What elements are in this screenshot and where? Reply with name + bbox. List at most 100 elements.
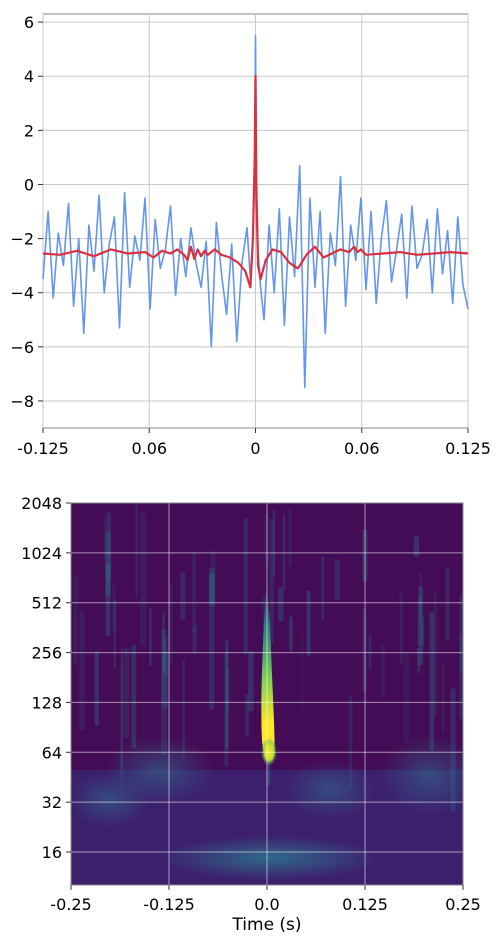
noise-streak [208, 573, 215, 603]
y-tick-label: −8 [10, 392, 34, 411]
noise-streak [123, 647, 130, 739]
noise-streak [161, 669, 164, 710]
noise-streak [459, 594, 463, 719]
gridlines [42, 14, 469, 428]
noise-streak [161, 628, 167, 755]
noise-streak [226, 669, 230, 711]
noise-streak [209, 567, 215, 607]
noise-streak [105, 564, 111, 636]
noise-streak [182, 659, 185, 759]
x-axis: -0.125 0.06 0 0.06 0.125 [17, 428, 491, 458]
noise-streak [210, 549, 216, 605]
x-tick-label: 0.0 [254, 895, 279, 914]
y-tick-label: 1024 [21, 544, 62, 563]
noise-streak [120, 661, 124, 790]
x-tick-label: 0.06 [131, 439, 167, 458]
noise-streak [282, 513, 286, 589]
mid-left-glow [71, 772, 150, 828]
series-group [42, 34, 469, 389]
noise-streak [140, 513, 146, 646]
x-tick-label: 0.06 [344, 439, 380, 458]
y-tick-label: −2 [10, 230, 34, 249]
x-tick-label: -0.25 [50, 895, 91, 914]
noise-streak [416, 647, 421, 674]
x-tick-label: 0.125 [445, 439, 491, 458]
gridlines [70, 502, 464, 885]
y-axis: 2048 1024 512 256 128 64 32 16 [21, 494, 71, 862]
noise-streak [169, 583, 173, 665]
noise-streak [243, 518, 248, 655]
noise-streak [433, 593, 438, 717]
noise-streak [224, 653, 229, 767]
noise-streak [419, 571, 423, 622]
noise-streak [105, 531, 111, 597]
noise-streak [73, 575, 78, 666]
x-tick-label: 0.25 [445, 895, 481, 914]
noise-streak [162, 612, 165, 672]
mid-glow [285, 760, 375, 820]
y-tick-label: 512 [31, 594, 62, 613]
q-transform-spectrogram-panel: 2048 1024 512 256 128 64 32 16 -0.25 -0.125 0.0 0.… [21, 494, 481, 935]
y-tick-label: 6 [24, 13, 34, 32]
noise-streak [163, 637, 168, 677]
noise-streak [421, 616, 425, 647]
noise-streak [459, 634, 463, 674]
noise-streak [288, 507, 292, 567]
noise-streak [321, 556, 324, 620]
noise-streak [112, 584, 116, 631]
y-tick-label: 64 [42, 743, 62, 762]
y-tick-label: 2048 [21, 494, 62, 513]
noise-streak [208, 572, 215, 710]
noise-streak [380, 644, 386, 698]
noise-streak [106, 512, 112, 582]
noise-streak [269, 518, 274, 645]
noise-streak [79, 610, 85, 731]
noise-streak [441, 663, 445, 733]
y-tick-label: 256 [31, 644, 62, 663]
noise-streak [450, 688, 456, 812]
strain-time-series-panel: 6 4 2 0 −2 −4 −6 −8 -0.125 0.06 0 0.06 0.125 [10, 13, 491, 458]
x-axis: -0.25 -0.125 0.0 0.125 0.25 [50, 885, 481, 914]
noise-streak [278, 587, 284, 622]
model-waveform-line [42, 75, 469, 289]
noise-streak [135, 503, 138, 599]
noise-streak [429, 612, 435, 751]
x-axis-label: Time (s) [231, 915, 301, 935]
noise-streak [131, 644, 137, 749]
noise-streak [417, 597, 422, 646]
y-tick-label: 16 [42, 843, 62, 862]
y-tick-label: −4 [10, 284, 34, 303]
noise-streak [192, 626, 197, 654]
noise-streak [289, 616, 293, 652]
right-glow [380, 735, 463, 815]
x-tick-label: -0.125 [17, 439, 69, 458]
noise-streak [180, 572, 186, 620]
noise-streak [192, 551, 197, 635]
y-tick-label: 0 [24, 175, 34, 194]
noise-streak [445, 568, 450, 641]
y-axis: 6 4 2 0 −2 −4 −6 −8 [10, 13, 43, 411]
noise-streak [225, 640, 229, 749]
noise-streak [162, 651, 168, 708]
whitened-strain-line [42, 34, 469, 389]
noise-streak [348, 695, 353, 789]
noise-streak [403, 653, 410, 742]
noise-streak [248, 650, 254, 712]
y-tick-label: 32 [42, 793, 62, 812]
y-tick-label: 128 [31, 693, 62, 712]
noise-streak [418, 586, 424, 666]
x-tick-label: 0.125 [342, 895, 388, 914]
noise-streak [113, 598, 116, 669]
noise-streak [120, 648, 123, 771]
noise-streak [245, 694, 249, 737]
noise-streak [306, 590, 311, 657]
x-tick-label: -0.125 [143, 895, 195, 914]
noise-streak [272, 510, 276, 577]
noise-streak [94, 651, 99, 726]
noise-streak [149, 608, 152, 667]
chirp-track [261, 580, 275, 759]
y-tick-label: 2 [24, 121, 34, 140]
noise-streak [413, 536, 420, 557]
y-tick-label: 4 [24, 67, 34, 86]
